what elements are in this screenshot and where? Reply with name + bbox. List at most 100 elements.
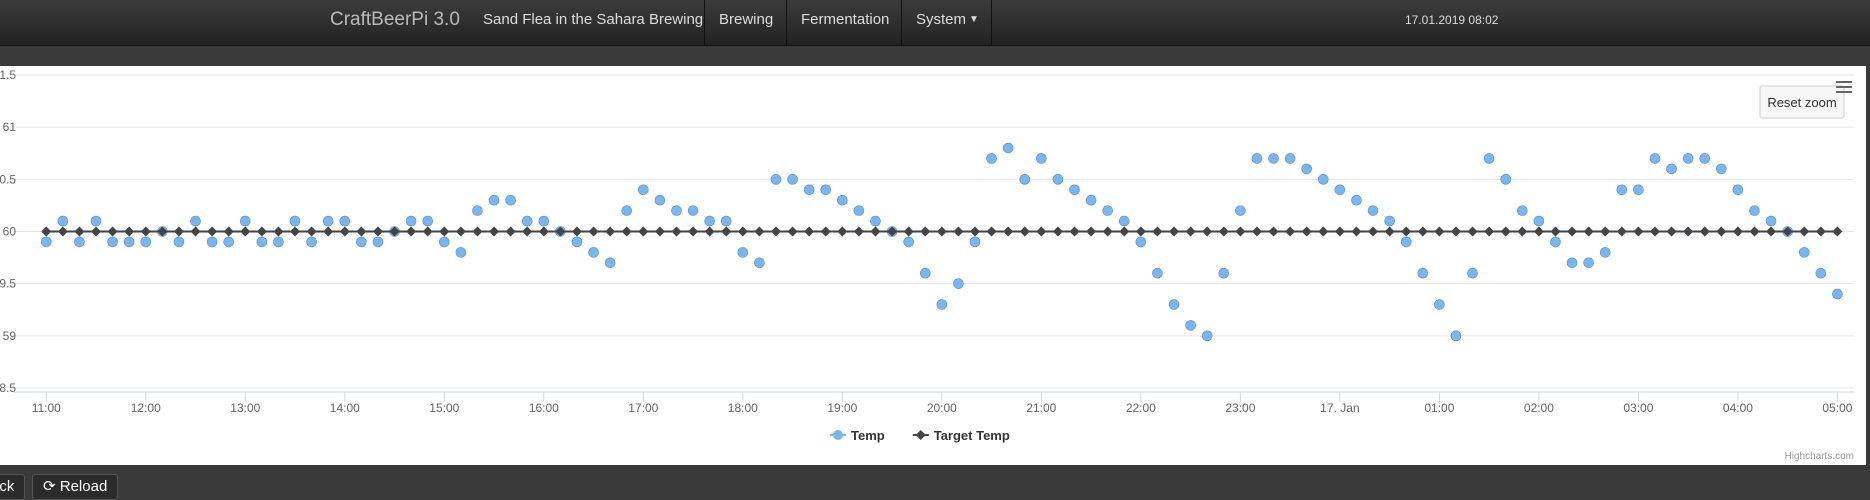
target-marker bbox=[1749, 226, 1760, 237]
temp-point bbox=[1798, 247, 1810, 258]
nav-link[interactable]: Fermentation bbox=[801, 11, 890, 28]
temp-point bbox=[671, 205, 682, 216]
temp-point bbox=[1185, 320, 1196, 331]
reload-label: Reload bbox=[59, 478, 108, 495]
temp-point bbox=[74, 236, 85, 248]
temp-point bbox=[1052, 174, 1064, 185]
navbar: CraftBeerPi 3.0 Sand Flea in the Sahara … bbox=[0, 0, 1870, 46]
temp-point bbox=[803, 184, 815, 196]
temp-point bbox=[654, 194, 666, 206]
target-marker bbox=[240, 226, 251, 237]
target-marker bbox=[1135, 226, 1146, 237]
temp-point bbox=[1284, 153, 1296, 164]
nav-link[interactable]: Brewing bbox=[719, 11, 774, 28]
temp-point bbox=[1566, 257, 1578, 269]
temp-point bbox=[953, 278, 964, 289]
y-tick-label: 60.5 bbox=[0, 172, 16, 186]
chart-menu[interactable] bbox=[1836, 81, 1852, 93]
target-marker bbox=[1600, 226, 1611, 237]
target-marker bbox=[190, 226, 201, 237]
temp-point bbox=[289, 215, 301, 227]
target-marker bbox=[1616, 226, 1627, 237]
y-tick-label: 60 bbox=[3, 225, 17, 239]
temp-point bbox=[256, 236, 268, 248]
x-tick-label: 02:00 bbox=[1524, 401, 1554, 415]
temp-point bbox=[621, 205, 633, 216]
target-marker bbox=[323, 226, 334, 237]
temp-point bbox=[1467, 267, 1478, 279]
target-marker bbox=[505, 226, 516, 237]
divider bbox=[901, 0, 902, 45]
temp-point bbox=[1002, 142, 1014, 154]
temp-point bbox=[1832, 288, 1843, 300]
divider bbox=[704, 0, 705, 45]
divider bbox=[991, 0, 992, 45]
temp-point bbox=[1749, 205, 1760, 216]
target-marker bbox=[406, 226, 417, 237]
target-marker bbox=[970, 226, 981, 237]
x-tick-label: 01:00 bbox=[1424, 401, 1454, 415]
target-marker bbox=[356, 226, 367, 237]
back-button[interactable]: Back bbox=[0, 474, 26, 500]
target-marker bbox=[1450, 226, 1461, 237]
target-marker bbox=[1368, 226, 1379, 237]
brand[interactable]: CraftBeerPi 3.0 bbox=[330, 9, 460, 30]
x-tick-label: 15:00 bbox=[429, 401, 459, 415]
brewery-name[interactable]: Sand Flea in the Sahara Brewing bbox=[483, 11, 704, 28]
temp-point bbox=[488, 194, 500, 206]
target-marker bbox=[1533, 226, 1544, 237]
temp-point bbox=[1550, 236, 1561, 248]
legend-symbol bbox=[915, 430, 926, 440]
target-marker bbox=[439, 226, 450, 237]
temp-point bbox=[1633, 184, 1644, 196]
temp-point bbox=[206, 236, 218, 248]
temp-point bbox=[1235, 205, 1246, 216]
temp-point bbox=[223, 236, 234, 248]
target-marker bbox=[1102, 226, 1113, 237]
target-marker bbox=[1268, 226, 1279, 237]
temp-point bbox=[969, 236, 981, 248]
temp-point bbox=[754, 257, 765, 269]
target-marker bbox=[1550, 226, 1561, 237]
x-tick-label: 03:00 bbox=[1623, 401, 1653, 415]
legend-item[interactable]: Temp bbox=[830, 428, 885, 443]
temp-point bbox=[720, 215, 732, 227]
temp-point bbox=[322, 215, 334, 227]
target-marker bbox=[1251, 226, 1262, 237]
reset-zoom-button[interactable]: Reset zoom bbox=[1759, 85, 1845, 119]
x-tick-label: 17:00 bbox=[628, 401, 658, 415]
reload-button[interactable]: ⟳ Reload bbox=[32, 474, 119, 500]
temp-point bbox=[1118, 215, 1130, 227]
x-tick-label: 12:00 bbox=[131, 401, 161, 415]
x-tick-label: 18:00 bbox=[728, 401, 758, 415]
temp-point bbox=[40, 236, 52, 248]
target-marker bbox=[853, 226, 864, 237]
legend-item[interactable]: Target Temp bbox=[912, 428, 1010, 443]
target-marker bbox=[903, 226, 914, 237]
target-marker bbox=[887, 226, 898, 237]
y-tick-label: 61.5 bbox=[0, 68, 16, 82]
target-marker bbox=[1567, 226, 1578, 237]
target-marker bbox=[953, 226, 964, 237]
target-marker bbox=[472, 226, 483, 237]
target-marker bbox=[1086, 226, 1097, 237]
nav-link[interactable]: System bbox=[916, 11, 967, 28]
temp-point bbox=[1583, 257, 1594, 269]
target-marker bbox=[986, 226, 997, 237]
target-marker bbox=[571, 226, 582, 237]
target-marker bbox=[638, 226, 649, 237]
temp-point bbox=[1069, 184, 1080, 196]
temp-point bbox=[687, 205, 699, 216]
target-marker bbox=[1119, 226, 1130, 237]
temp-point bbox=[1815, 267, 1827, 279]
caret: ▼ bbox=[969, 14, 979, 25]
target-marker bbox=[273, 226, 284, 237]
temp-point bbox=[1666, 163, 1677, 175]
temp-point bbox=[1152, 267, 1163, 279]
temp-point bbox=[1301, 163, 1313, 175]
chart: 58.5 59 59.5 60 60.5 61 61.5 11:00 12:00 13:00 14:… bbox=[0, 68, 1854, 462]
target-marker bbox=[1334, 226, 1345, 237]
target-marker bbox=[688, 226, 699, 237]
temp-point bbox=[853, 205, 865, 216]
